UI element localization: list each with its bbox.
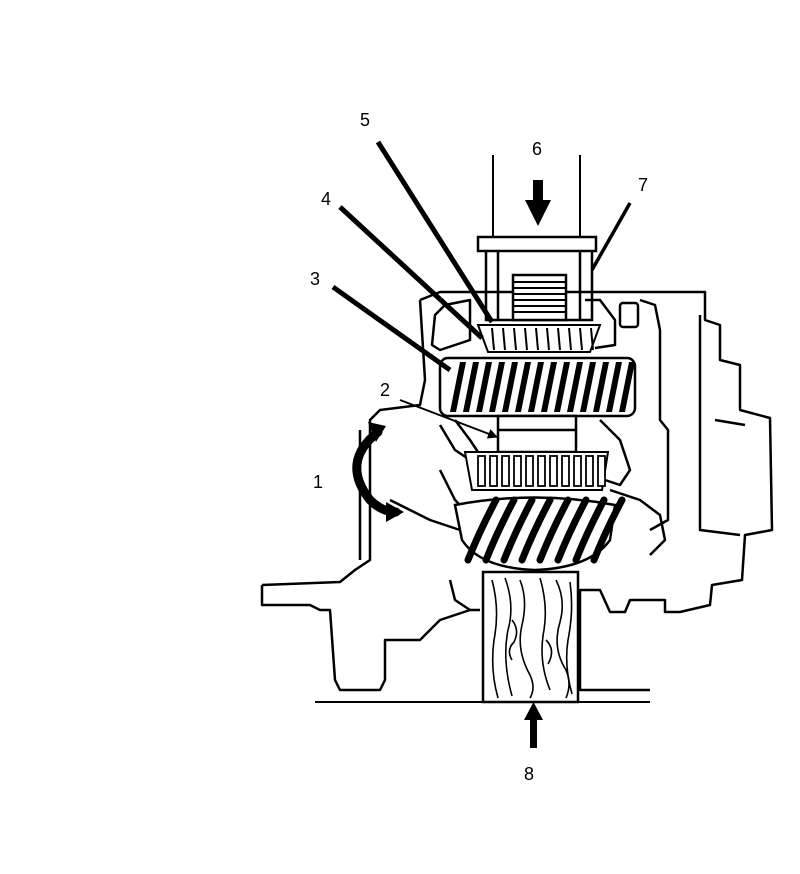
- bearing-roller: [489, 455, 498, 487]
- press-sleeve: [476, 235, 598, 322]
- callout-5: 5: [360, 110, 370, 130]
- bearing-roller: [502, 327, 506, 351]
- gear-tooth: [450, 362, 466, 412]
- leader-2: [399, 399, 498, 439]
- gear-tooth: [541, 362, 557, 412]
- callout-3: 3: [310, 269, 320, 289]
- support-force-arrow: [524, 702, 543, 748]
- leader-5: [375, 140, 495, 324]
- leader-4: [338, 205, 484, 340]
- wood-grain-line: [519, 579, 534, 699]
- spiral-tooth: [590, 496, 626, 564]
- spiral-tooth: [500, 496, 536, 564]
- bearing-roller: [573, 455, 582, 487]
- bearing-roller: [561, 455, 570, 487]
- gear-tooth: [476, 362, 492, 412]
- bearing-roller: [477, 455, 486, 487]
- bearing-roller: [535, 327, 539, 351]
- callout-7: 7: [638, 175, 648, 195]
- spiral-tooth: [482, 496, 518, 564]
- bearing-roller: [549, 455, 558, 487]
- gear-tooth: [528, 362, 544, 412]
- spiral-tooth: [518, 496, 554, 564]
- bearing-roller: [568, 327, 572, 351]
- spiral-tooth: [572, 496, 608, 564]
- gear-tooth: [593, 362, 609, 412]
- wooden-block: [481, 570, 580, 704]
- gear-tooth: [502, 362, 518, 412]
- bearing-roller: [491, 327, 495, 351]
- bearing-roller: [525, 455, 534, 487]
- leader-lines: [331, 140, 632, 439]
- gear-tooth: [567, 362, 583, 412]
- helical-gear: [438, 356, 637, 418]
- gear-tooth: [463, 362, 479, 412]
- gear-tooth: [619, 362, 635, 412]
- bearing-roller: [537, 455, 546, 487]
- press-force-arrow: [525, 180, 551, 226]
- gear-tooth: [580, 362, 596, 412]
- callout-4: 4: [321, 189, 331, 209]
- bearing-roller: [501, 455, 510, 487]
- lower-bearing: [463, 451, 610, 491]
- leader-7: [590, 202, 632, 271]
- gearbox-housing: [260, 290, 774, 692]
- spiral-bevel-gear: [453, 496, 626, 572]
- wood-grain-line: [539, 577, 551, 691]
- gear-tooth: [554, 362, 570, 412]
- bearing-roller: [590, 327, 594, 351]
- callout-8: 8: [524, 764, 534, 784]
- press-ram: [492, 155, 581, 237]
- callout-6: 6: [532, 139, 542, 159]
- wood-grain-line: [491, 579, 499, 699]
- shaft: [496, 414, 578, 454]
- callout-labels: 1 2 3 4 5 6 7 8: [310, 110, 648, 784]
- wood-grain-line: [545, 639, 553, 665]
- bearing-roller: [513, 327, 517, 351]
- rotation-arrow: [352, 422, 404, 522]
- spiral-tooth: [536, 496, 572, 564]
- wood-grain-line: [504, 577, 513, 697]
- bearing-roller: [524, 327, 528, 351]
- bearing-roller: [597, 455, 606, 487]
- bearing-roller: [546, 327, 550, 351]
- spiral-tooth: [554, 496, 590, 564]
- callout-2: 2: [380, 380, 390, 400]
- bearing-roller: [557, 327, 561, 351]
- bearing-roller: [513, 455, 522, 487]
- gear-tooth: [515, 362, 531, 412]
- bearing-roller: [579, 327, 583, 351]
- spiral-tooth: [464, 496, 500, 564]
- gear-tooth: [606, 362, 622, 412]
- callout-1: 1: [313, 472, 323, 492]
- gear-tooth: [489, 362, 505, 412]
- leader-3: [331, 284, 452, 373]
- wood-grain-line: [565, 581, 573, 695]
- bearing-roller: [585, 455, 594, 487]
- wood-grain-line: [508, 619, 518, 661]
- upper-bearing: [476, 324, 602, 353]
